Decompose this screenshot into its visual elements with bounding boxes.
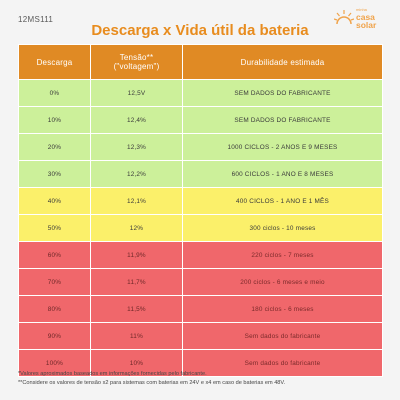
header-durability: Durabilidade estimada bbox=[182, 44, 383, 80]
table-row: 40% 12,1% 400 CICLOS - 1 ANO E 1 MÊS bbox=[18, 187, 383, 215]
cell-voltage: 10% bbox=[90, 349, 183, 377]
cell-discharge: 40% bbox=[18, 187, 91, 215]
sun-icon bbox=[334, 10, 354, 25]
table-row: 10% 12,4% SEM DADOS DO FABRICANTE bbox=[18, 106, 383, 134]
cell-durability: 600 CICLOS - 1 ANO E 8 MESES bbox=[182, 160, 383, 188]
cell-voltage: 12,3% bbox=[90, 133, 183, 161]
cell-voltage: 12,5V bbox=[90, 79, 183, 107]
cell-voltage: 12% bbox=[90, 214, 183, 242]
cell-durability: 1000 CICLOS - 2 ANOS E 9 MESES bbox=[182, 133, 383, 161]
table-row: 100% 10% Sem dados do fabricante bbox=[18, 349, 383, 377]
cell-durability: 220 ciclos - 7 meses bbox=[182, 241, 383, 269]
cell-voltage: 11% bbox=[90, 322, 183, 350]
brand-logo: minha casa solar bbox=[334, 6, 392, 32]
logo-brand-line2: solar bbox=[356, 20, 377, 30]
cell-voltage: 11,5% bbox=[90, 295, 183, 323]
cell-discharge: 0% bbox=[18, 79, 91, 107]
table-row: 80% 11,5% 180 ciclos - 6 meses bbox=[18, 295, 383, 323]
cell-discharge: 60% bbox=[18, 241, 91, 269]
cell-voltage: 12,2% bbox=[90, 160, 183, 188]
cell-durability: 400 CICLOS - 1 ANO E 1 MÊS bbox=[182, 187, 383, 215]
cell-discharge: 90% bbox=[18, 322, 91, 350]
cell-durability: SEM DADOS DO FABRICANTE bbox=[182, 79, 383, 107]
cell-discharge: 80% bbox=[18, 295, 91, 323]
cell-voltage: 12,1% bbox=[90, 187, 183, 215]
cell-discharge: 100% bbox=[18, 349, 91, 377]
cell-voltage: 12,4% bbox=[90, 106, 183, 134]
cell-durability: Sem dados do fabricante bbox=[182, 349, 383, 377]
cell-durability: Sem dados do fabricante bbox=[182, 322, 383, 350]
document-code: 12MS111 bbox=[18, 15, 54, 24]
logo-brand-text: casa solar bbox=[356, 12, 377, 30]
cell-voltage: 11,9% bbox=[90, 241, 183, 269]
cell-discharge: 20% bbox=[18, 133, 91, 161]
cell-discharge: 30% bbox=[18, 160, 91, 188]
table-header-row: Descarga Tensão** ("voltagem") Durabilid… bbox=[18, 44, 383, 80]
cell-durability: 180 ciclos - 6 meses bbox=[182, 295, 383, 323]
cell-discharge: 70% bbox=[18, 268, 91, 296]
table-row: 70% 11,7% 200 ciclos - 6 meses e meio bbox=[18, 268, 383, 296]
cell-durability: 300 ciclos - 10 meses bbox=[182, 214, 383, 242]
cell-discharge: 50% bbox=[18, 214, 91, 242]
logo-brand-line1: casa bbox=[356, 12, 375, 22]
table-row: 0% 12,5V SEM DADOS DO FABRICANTE bbox=[18, 79, 383, 107]
logo-small-text: minha bbox=[356, 7, 367, 12]
table-row: 50% 12% 300 ciclos - 10 meses bbox=[18, 214, 383, 242]
table-row: 60% 11,9% 220 ciclos - 7 meses bbox=[18, 241, 383, 269]
cell-durability: SEM DADOS DO FABRICANTE bbox=[182, 106, 383, 134]
page-title: Descarga x Vida útil da bateria bbox=[91, 22, 309, 39]
table-row: 20% 12,3% 1000 CICLOS - 2 ANOS E 9 MESES bbox=[18, 133, 383, 161]
header-voltage: Tensão** ("voltagem") bbox=[90, 44, 183, 80]
cell-discharge: 10% bbox=[18, 106, 91, 134]
table-row: 90% 11% Sem dados do fabricante bbox=[18, 322, 383, 350]
cell-durability: 200 ciclos - 6 meses e meio bbox=[182, 268, 383, 296]
cell-voltage: 11,7% bbox=[90, 268, 183, 296]
footnote-1: *Valores aproximados baseados em informa… bbox=[18, 371, 207, 377]
battery-table: Descarga Tensão** ("voltagem") Durabilid… bbox=[18, 44, 383, 377]
footnote-2: **Considere os valores de tensão x2 para… bbox=[18, 379, 286, 386]
table-row: 30% 12,2% 600 CICLOS - 1 ANO E 8 MESES bbox=[18, 160, 383, 188]
footnotes: *Valores aproximados baseados em informa… bbox=[18, 370, 285, 387]
header-discharge: Descarga bbox=[18, 44, 91, 80]
